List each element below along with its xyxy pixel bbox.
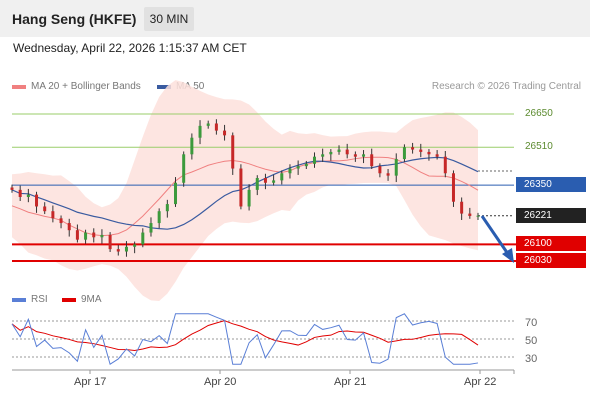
candle-body — [67, 223, 71, 231]
header-bar — [0, 0, 590, 37]
candle-body — [304, 163, 308, 167]
candle-body — [255, 178, 259, 190]
candle-body — [108, 234, 112, 250]
rsi-swatch — [12, 297, 26, 302]
candle-body — [280, 173, 284, 181]
level-box-26030: 26030 — [516, 253, 586, 268]
candle-body — [411, 147, 415, 150]
candle-body — [468, 213, 472, 216]
x-label-apr20: Apr 20 — [204, 376, 237, 388]
x-label-apr17: Apr 17 — [74, 376, 107, 388]
candle-body — [100, 234, 104, 238]
candle-body — [84, 232, 88, 240]
timeframe-button[interactable]: 30 MIN — [144, 7, 194, 31]
x-label-apr21: Apr 21 — [334, 376, 367, 388]
candle-body — [362, 154, 366, 157]
candle-body — [190, 137, 194, 155]
candle-body — [198, 125, 202, 138]
ma50-swatch — [157, 84, 171, 89]
legend-ma20-label: MA 20 + Bollinger Bands — [31, 81, 141, 92]
legend-rsi: RSI — [12, 294, 48, 305]
legend-9ma-label: 9MA — [81, 294, 102, 305]
ma50-line — [11, 156, 479, 230]
candle-body — [157, 211, 161, 224]
ma9-swatch — [62, 297, 76, 302]
candle-body — [353, 154, 357, 157]
candle-body — [92, 232, 96, 238]
candle-body — [26, 194, 30, 197]
timestamp: Wednesday, April 22, 2026 1:15:37 AM CET — [13, 41, 247, 55]
rsi-level-50: 50 — [525, 335, 538, 347]
candle-body — [272, 180, 276, 183]
candle-body — [337, 149, 341, 152]
candle-body — [239, 168, 243, 207]
candle-body — [182, 154, 186, 183]
candle-body — [288, 168, 292, 174]
candle-body — [75, 230, 79, 240]
candle-body — [165, 204, 169, 212]
legend-rsi-label: RSI — [31, 294, 48, 305]
candle-body — [206, 123, 210, 126]
candle-body — [223, 130, 227, 136]
candle-body — [427, 151, 431, 155]
candle-body — [386, 173, 390, 176]
forecast-arrow-shaft — [480, 215, 510, 255]
legend-9ma: 9MA — [62, 294, 102, 305]
candle-body — [116, 249, 120, 252]
candle-body — [378, 166, 382, 174]
bollinger-band — [12, 80, 478, 302]
candle-body — [247, 189, 251, 207]
level-box-26350: 26350 — [516, 177, 586, 192]
copyright-text: Research © 2026 Trading Central — [431, 81, 581, 92]
candle-body — [443, 156, 447, 174]
candle-body — [460, 201, 464, 214]
candle-body — [214, 123, 218, 131]
legend-ma20: MA 20 + Bollinger Bands — [12, 81, 141, 92]
candle-body — [312, 156, 316, 164]
candle-body — [419, 149, 423, 152]
rsi-ma-line — [11, 320, 479, 352]
candle-body — [141, 232, 145, 245]
candle-body — [476, 215, 480, 217]
candle-body — [149, 223, 153, 233]
last-price-box: 26221 — [516, 208, 586, 223]
candle-body — [329, 151, 333, 155]
rsi-level-30: 30 — [525, 353, 538, 365]
candle-body — [263, 178, 267, 183]
rsi-line — [11, 313, 479, 365]
candle-body — [394, 159, 398, 176]
candle-body — [402, 147, 406, 160]
candle-body — [18, 189, 22, 197]
instrument-title: Hang Seng (HKFE) — [12, 11, 137, 27]
ma20-swatch — [12, 84, 26, 89]
candle-body — [51, 211, 55, 219]
candle-body — [345, 149, 349, 155]
rsi-level-70: 70 — [525, 317, 538, 329]
candle-body — [59, 218, 63, 224]
level-label-26510: 26510 — [525, 141, 553, 152]
candle-body — [35, 194, 39, 207]
candle-body — [451, 173, 455, 202]
candle-body — [174, 182, 178, 205]
level-box-26100: 26100 — [516, 236, 586, 251]
candle-body — [124, 246, 128, 252]
candle-body — [43, 206, 47, 212]
candle-body — [370, 154, 374, 167]
ma20-line — [11, 156, 479, 237]
candle-body — [296, 166, 300, 169]
candle-body — [133, 244, 137, 247]
candle-body — [10, 187, 14, 190]
level-label-26650: 26650 — [525, 108, 553, 119]
candle-body — [231, 135, 235, 169]
forecast-arrow-head — [502, 248, 514, 263]
x-label-apr22: Apr 22 — [464, 376, 497, 388]
candle-body — [321, 154, 325, 157]
candle-body — [435, 154, 439, 157]
